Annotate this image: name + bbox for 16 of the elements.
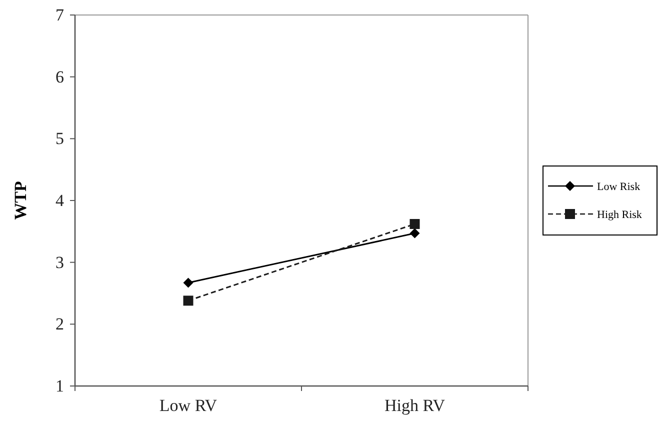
x-tick-label: Low RV bbox=[159, 396, 218, 416]
point bbox=[410, 228, 420, 238]
legend-label: High Risk bbox=[597, 208, 642, 221]
y-tick-label: 7 bbox=[56, 5, 64, 24]
point bbox=[410, 218, 420, 229]
y-tick-label: 6 bbox=[56, 67, 64, 86]
point bbox=[183, 278, 194, 288]
y-tick-label: 1 bbox=[56, 376, 64, 396]
y-axis-title: WTP bbox=[10, 181, 30, 220]
y-tick-label: 5 bbox=[56, 129, 64, 148]
legend-label: Low Risk bbox=[597, 180, 641, 193]
point bbox=[183, 296, 194, 306]
x-tick-label: High RV bbox=[384, 396, 446, 416]
y-tick-label: 4 bbox=[56, 190, 64, 210]
y-tick-label: 2 bbox=[56, 314, 64, 334]
y-tick-label: 3 bbox=[56, 252, 64, 272]
